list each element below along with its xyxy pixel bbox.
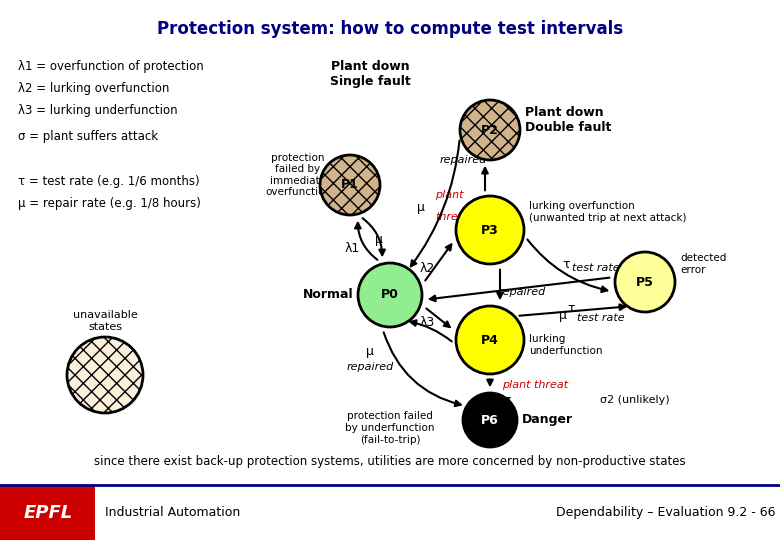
Text: Plant down
Double fault: Plant down Double fault: [525, 106, 612, 134]
Text: P5: P5: [636, 275, 654, 288]
Text: λ3: λ3: [420, 315, 435, 328]
Text: P2: P2: [481, 124, 499, 137]
Text: P3: P3: [481, 224, 499, 237]
Text: Danger: Danger: [522, 414, 573, 427]
Text: μ = repair rate (e.g. 1/8 hours): μ = repair rate (e.g. 1/8 hours): [18, 197, 201, 210]
Text: P1: P1: [341, 179, 359, 192]
Text: lurking overfunction
(unwanted trip at next attack): lurking overfunction (unwanted trip at n…: [529, 201, 686, 223]
Text: λ1 = overfunction of protection: λ1 = overfunction of protection: [18, 60, 204, 73]
Text: test rate: test rate: [577, 313, 625, 323]
Text: repaired: repaired: [346, 362, 394, 372]
Text: τ: τ: [562, 258, 570, 271]
Text: σ: σ: [502, 394, 510, 407]
Circle shape: [460, 100, 520, 160]
Text: Dependability – Evaluation 9.2 - 66: Dependability – Evaluation 9.2 - 66: [555, 506, 775, 519]
Text: Plant down
Single fault: Plant down Single fault: [330, 60, 410, 88]
Text: λ3 = lurking underfunction: λ3 = lurking underfunction: [18, 104, 178, 117]
Circle shape: [320, 155, 380, 215]
Text: P6: P6: [481, 414, 499, 427]
Text: Protection system: how to compute test intervals: Protection system: how to compute test i…: [157, 20, 623, 38]
Text: protection failed
by underfunction
(fail-to-trip): protection failed by underfunction (fail…: [346, 411, 434, 444]
Text: EPFL: EPFL: [23, 503, 73, 522]
Text: τ: τ: [568, 302, 575, 315]
Text: repaired: repaired: [498, 287, 546, 297]
Text: since there exist back-up protection systems, utilities are more concerned by no: since there exist back-up protection sys…: [94, 456, 686, 469]
Text: unavailable
states: unavailable states: [73, 310, 137, 332]
Text: σ = plant suffers attack: σ = plant suffers attack: [18, 130, 158, 143]
Text: protection
failed by
immediate
overfunction: protection failed by immediate overfunct…: [265, 153, 331, 198]
Bar: [0, 485, 95, 540]
Bar: [95, 485, 780, 540]
Text: λ2: λ2: [420, 261, 435, 274]
Text: lurking
underfunction: lurking underfunction: [529, 334, 602, 356]
Text: detected
error: detected error: [680, 253, 726, 275]
Text: λ2 = lurking overfunction: λ2 = lurking overfunction: [18, 82, 169, 95]
Text: σ: σ: [468, 200, 476, 213]
Text: plant threat: plant threat: [502, 380, 568, 390]
Text: λ1: λ1: [345, 241, 360, 254]
Circle shape: [456, 196, 524, 264]
Text: Normal: Normal: [303, 288, 353, 301]
Text: P0: P0: [381, 288, 399, 301]
Circle shape: [456, 306, 524, 374]
Text: repaired: repaired: [440, 155, 488, 165]
Text: σ2 (unlikely): σ2 (unlikely): [600, 395, 669, 405]
Text: P4: P4: [481, 334, 499, 347]
Text: test rate: test rate: [572, 263, 619, 273]
Text: plant: plant: [435, 190, 463, 200]
Text: threat: threat: [435, 212, 469, 222]
Circle shape: [358, 263, 422, 327]
Text: μ: μ: [559, 309, 567, 322]
Text: μ: μ: [366, 345, 374, 358]
Text: τ = test rate (e.g. 1/6 months): τ = test rate (e.g. 1/6 months): [18, 175, 200, 188]
Text: μ: μ: [375, 233, 383, 246]
Text: μ: μ: [417, 201, 425, 214]
Circle shape: [615, 252, 675, 312]
Circle shape: [463, 393, 517, 447]
Circle shape: [67, 337, 143, 413]
Text: Industrial Automation: Industrial Automation: [105, 506, 240, 519]
